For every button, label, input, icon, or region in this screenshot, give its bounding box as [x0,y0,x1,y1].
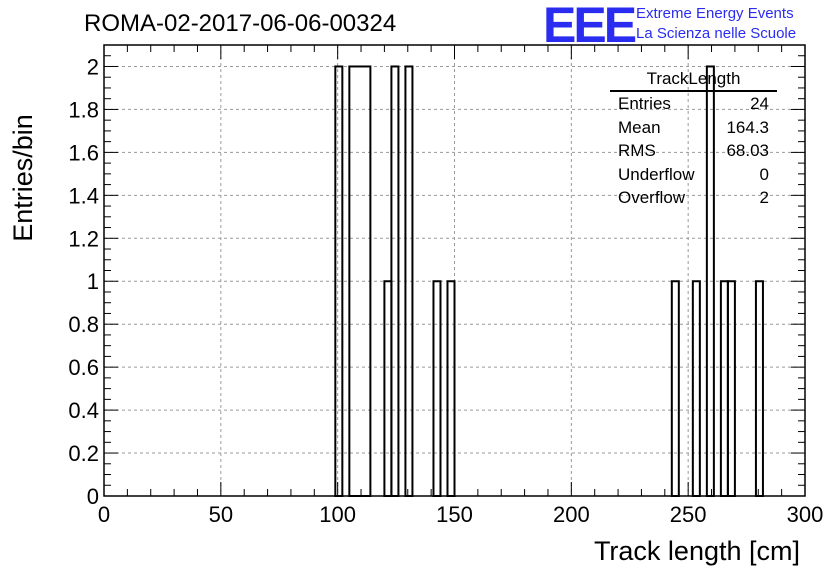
stats-box: TrackLength Entries 24 Mean 164.3 RMS 68… [610,68,777,210]
stats-row-underflow: Underflow 0 [610,163,777,187]
histogram-bin [432,280,442,497]
x-tick-label: 200 [553,502,590,527]
y-tick-label: 0.2 [68,441,99,466]
histogram-bin [691,280,701,497]
stats-label: Underflow [618,164,695,184]
y-tick-label: 2 [87,54,99,79]
stats-value: 164.3 [726,117,769,137]
y-tick-label: 0.6 [68,355,99,380]
x-tick-label: 0 [98,502,110,527]
y-tick-label: 1.8 [68,97,99,122]
stats-label: Mean [618,117,661,137]
y-axis-label: Entries/bin [8,114,38,242]
logo-line-2: La Scienza nelle Scuole [636,25,797,42]
stats-value: 2 [759,188,769,207]
stats-row-rms: RMS 68.03 [610,139,777,163]
stats-label: Overflow [618,188,686,207]
histogram-bin [719,280,729,497]
stats-value: 0 [759,164,769,184]
stats-row-overflow: Overflow 2 [610,186,777,210]
axes: 0 50 100 150 200 250 300 0 0.2 0.4 0.6 0.8 1 1.2 1.4 1.… [68,44,824,527]
x-tick-label: 300 [787,502,824,527]
x-axis-label: Track length [cm] [594,536,800,566]
x-tick-label: 250 [670,502,707,527]
stats-value: 24 [750,94,769,113]
stats-label: RMS [618,141,656,160]
y-tick-label: 1.2 [68,226,99,251]
run-title: ROMA-02-2017-06-06-00324 [84,10,397,37]
x-tick-label: 50 [209,502,233,527]
eee-logo: EEE [543,0,637,53]
y-tick-label: 0.8 [68,312,99,337]
x-tick-label: 100 [319,502,356,527]
histogram-bin [383,280,393,497]
y-tick-label: 1.6 [68,140,99,165]
y-tick-label: 1.4 [68,183,99,208]
stats-row-mean: Mean 164.3 [610,116,777,140]
histogram-bin [670,280,680,497]
histogram-bin [446,280,456,497]
stats-row-entries: Entries 24 [610,92,777,116]
y-tick-label: 0 [87,484,99,509]
y-tick-label: 0.4 [68,398,99,423]
y-tick-label: 1 [87,269,99,294]
stats-value: 68.03 [726,141,769,160]
stats-title: TrackLength [610,68,777,92]
stats-label: Entries [618,94,671,113]
histogram-bin [726,280,736,497]
logo-line-1: Extreme Energy Events [636,5,794,22]
histogram-bin [754,280,764,497]
x-tick-label: 150 [436,502,473,527]
